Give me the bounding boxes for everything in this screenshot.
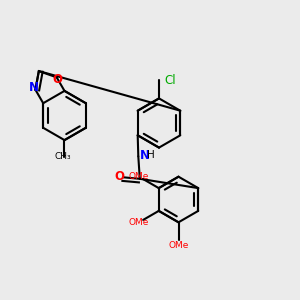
Text: OMe: OMe [128,172,149,181]
Text: O: O [114,170,124,183]
Text: N: N [140,149,150,162]
Text: H: H [147,150,154,161]
Text: O: O [52,73,62,86]
Text: OMe: OMe [128,218,149,227]
Text: N: N [29,81,39,94]
Text: CH₃: CH₃ [55,152,71,161]
Text: OMe: OMe [168,241,189,250]
Text: Cl: Cl [164,74,176,87]
